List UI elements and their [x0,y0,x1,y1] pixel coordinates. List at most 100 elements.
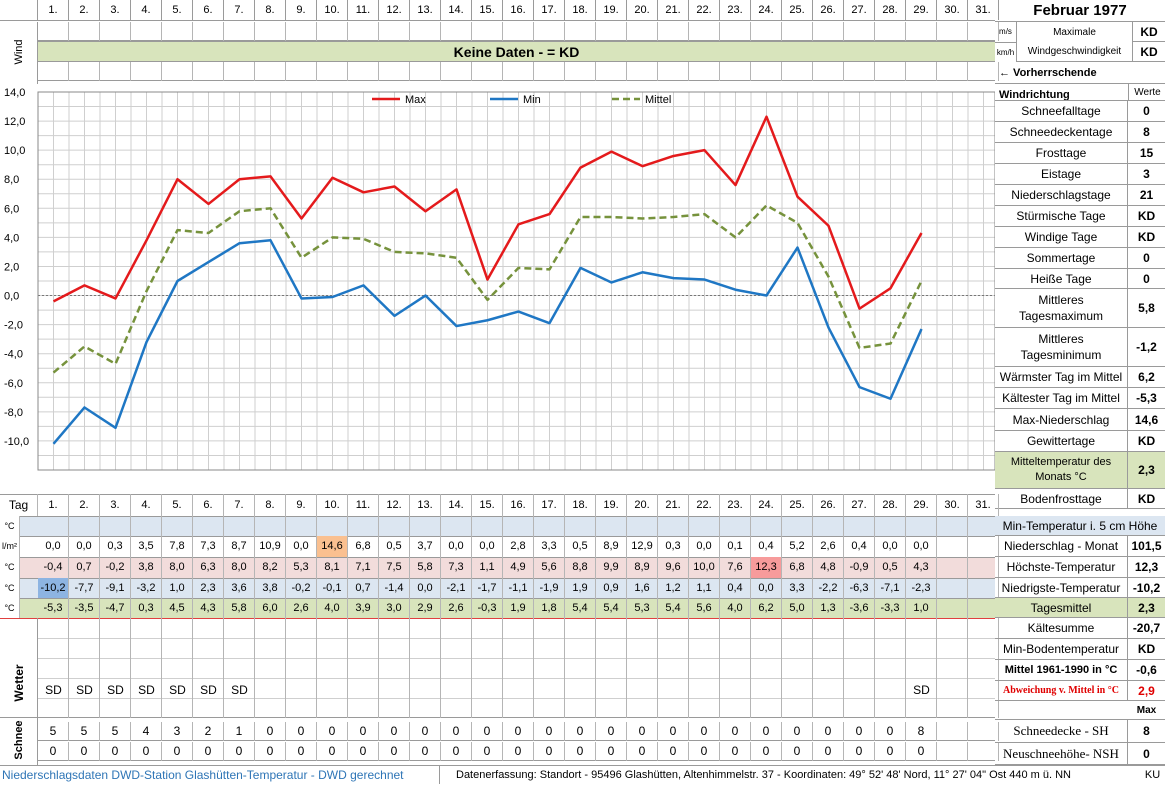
neuschnee-cell: 0 [379,742,410,761]
lower-stat-row: Niedrigste-Temperatur-10,2 [995,578,1165,598]
niedrigst-cell: 1,2 [658,578,689,598]
niedrigst-cell: 3,3 [782,578,813,598]
table-day-header: 19. [596,494,627,516]
min5-cell [410,516,441,536]
niedrigst-cell: -2,3 [906,578,937,598]
schneedecke-cell: 0 [627,722,658,741]
wetter-cell [441,680,472,700]
neuschnee-cell: 0 [813,742,844,761]
table-day-header: 26. [813,494,844,516]
stat-value: 14,6 [1128,409,1165,430]
stat-value: 15 [1128,143,1165,163]
min5-cell [255,516,286,536]
niederschlag-cell: 0,5 [379,536,410,557]
unit-label: l/m² [0,536,20,557]
mittel-cell: 2,6 [286,598,317,618]
day-header: 27. [844,0,875,20]
schneedecke-cell: 5 [69,722,100,741]
legend-label: Mittel [645,94,671,106]
wetter-cell [751,680,782,700]
wetter-col [131,618,162,718]
table-day-header: 11. [348,494,379,516]
wetter-cell [658,680,689,700]
min5-cell [100,516,131,536]
table-day-header: 22. [689,494,720,516]
day-header: 19. [596,0,627,20]
wetter-cell [720,680,751,700]
neuschnee-cell: 0 [410,742,441,761]
stat-value: 0 [1128,101,1165,121]
table-day-header: 17. [534,494,565,516]
lower-stat-label: Neuschneehöhe- NSH [995,743,1128,764]
niederschlag-cell [937,536,968,557]
schneedecke-cell: 0 [379,722,410,741]
wetter-cell [286,680,317,700]
wetter-col [38,618,69,718]
stats-werte-header: Werte [995,84,1165,101]
header-corner [0,0,38,20]
table-day-header: 25. [782,494,813,516]
min5-cell [534,516,565,536]
wind-cell [410,62,441,81]
hoechst-cell: 7,6 [720,557,751,578]
legend-entry-mittel: Mittel [612,94,671,106]
niedrigst-cell: -0,1 [317,578,348,598]
wind-cell [596,22,627,41]
wind-cell [348,22,379,41]
wetter-cell [348,680,379,700]
wetter-col [379,618,410,718]
niedrigst-cell: -1,7 [472,578,503,598]
schneedecke-cell: 4 [131,722,162,741]
min5-cell [751,516,782,536]
day-header: 23. [720,0,751,20]
table-day-header: 18. [565,494,596,516]
neuschnee-cell: 0 [193,742,224,761]
stat-label: Frosttage [995,143,1128,163]
lower-stat-value: -0,6 [1128,660,1165,680]
neuschnee-cell: 0 [472,742,503,761]
niederschlag-cell: 7,3 [193,536,224,557]
day-header: 22. [689,0,720,20]
month-title: Februar 1977 [995,0,1165,22]
y-tick-label: -8,0 [4,407,23,419]
stat-label: Niederschlagstage [995,185,1128,205]
stat-label: Schneedeckentage [995,122,1128,142]
wind-cell [100,62,131,81]
min5-cell [813,516,844,536]
min5-cell [689,516,720,536]
schneedecke-cell: 2 [193,722,224,741]
day-header: 5. [162,0,193,20]
hoechst-cell: 5,6 [534,557,565,578]
stat-label: Bodenfrosttage [995,489,1128,508]
neuschnee-cell: 0 [875,742,906,761]
min5-cell [658,516,689,536]
wind-label: Wind [0,22,38,84]
stat-value: 5,8 [1128,289,1165,327]
mittel-cell: -3,5 [69,598,100,618]
stat-value: KD [1128,227,1165,247]
mittel-cell: 6,0 [255,598,286,618]
niedrigst-cell [937,578,968,598]
wetter-col [534,618,565,718]
lower-stat-value: KD [1128,639,1165,659]
table-day-header: 28. [875,494,906,516]
schneedecke-cell: 0 [782,722,813,741]
day-header: 2. [69,0,100,20]
neuschnee-cell: 0 [658,742,689,761]
wind-cell [503,22,534,41]
table-day-header: 12. [379,494,410,516]
wetter-cell: SD [224,680,255,700]
schneedecke-cell: 0 [534,722,565,741]
schneedecke-cell: 3 [162,722,193,741]
niederschlag-cell: 5,2 [782,536,813,557]
day-header: 4. [131,0,162,20]
lower-stat-row: Max [995,701,1165,720]
niedrigst-cell: -7,1 [875,578,906,598]
hoechst-cell: 8,2 [255,557,286,578]
mittel-cell: 5,4 [658,598,689,618]
niedrigst-cell: -10,2 [38,578,69,598]
wetter-col [627,618,658,718]
wetter-col [100,618,131,718]
hoechst-cell: 7,3 [441,557,472,578]
